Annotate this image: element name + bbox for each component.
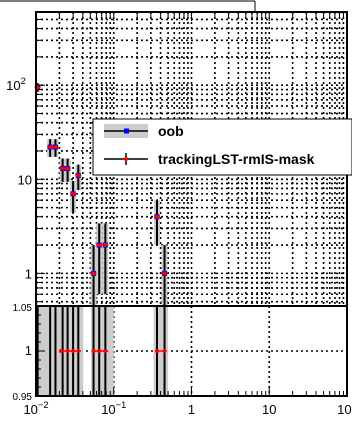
bottom-x-tick-label: 10−2	[23, 400, 48, 417]
top-y-tick-label: 102	[6, 76, 26, 93]
tracking-point	[76, 173, 81, 178]
tracking-point	[53, 145, 58, 150]
bottom-y-tick-label: 0.95	[13, 392, 33, 403]
bottom-x-tick-label: 10	[262, 402, 276, 417]
tracking-point	[91, 271, 96, 276]
axis-ticks	[35, 12, 348, 397]
legend: oob trackingLST-rmIS-mask	[92, 118, 352, 176]
tracking-point	[155, 214, 160, 219]
tracking-point	[97, 243, 102, 248]
tracking-point	[71, 191, 76, 196]
bottom-x-tick-label: 102	[337, 400, 352, 417]
bottom-y-tick-label: 1.05	[13, 303, 33, 314]
tracking-point	[103, 243, 108, 248]
tracking-point	[162, 271, 167, 276]
bottom-x-tick-label: 1	[188, 402, 195, 417]
top-data-marks	[34, 83, 168, 306]
top-y-tick-label: 10	[18, 172, 32, 187]
tracking-point	[48, 145, 53, 150]
bottom-y-tick-label: 1	[25, 343, 32, 358]
legend-label-oob: oob	[158, 123, 184, 139]
legend-oob-marker	[124, 128, 129, 134]
tracking-point	[60, 166, 65, 171]
legend-label-tracking: trackingLST-rmIS-mask	[158, 151, 315, 167]
tracking-point	[65, 166, 70, 171]
bottom-x-tick-label: 10−1	[101, 400, 126, 417]
tick-labels: 1 10 102 0.95 1 1.05 10−2 10−1 1 10 102	[6, 76, 352, 417]
legend-box	[92, 118, 352, 176]
ratio-data-marks	[59, 349, 167, 353]
top-y-tick-label: 1	[25, 266, 32, 281]
legend-tracking-marker	[124, 157, 128, 161]
